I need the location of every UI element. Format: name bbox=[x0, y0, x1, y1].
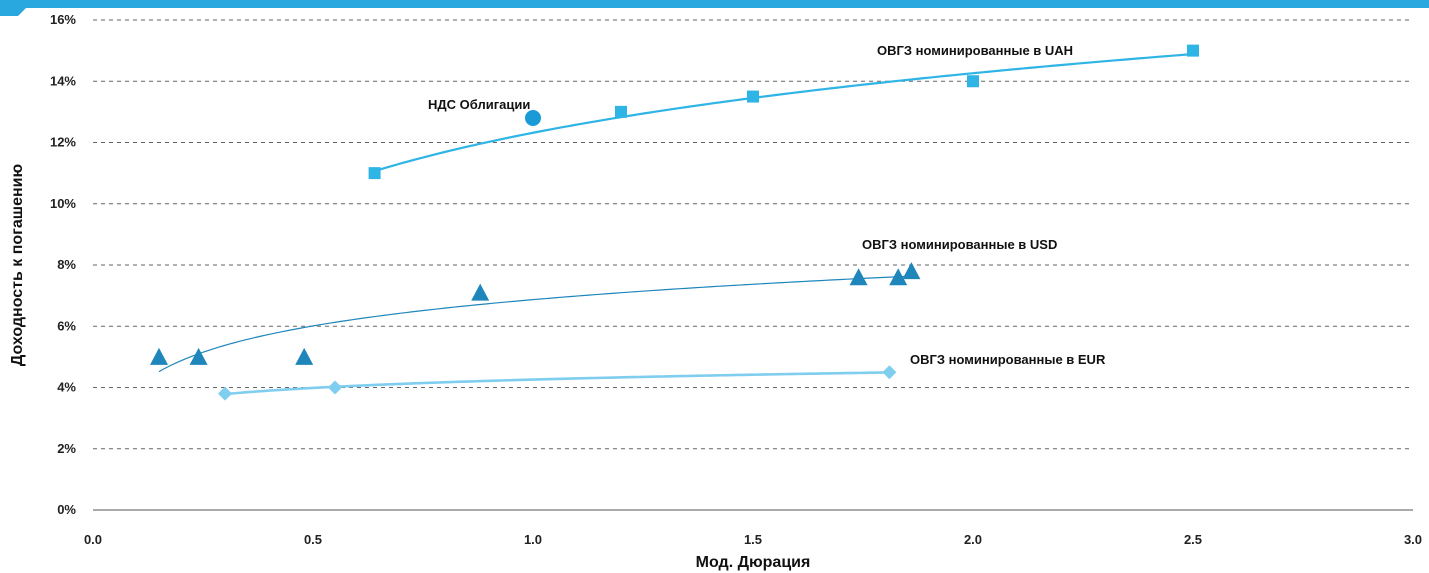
data-point-triangle bbox=[902, 262, 921, 280]
data-point-triangle bbox=[189, 347, 208, 365]
x-tick-labels: 0.0 0.5 1.0 1.5 2.0 2.5 3.0 bbox=[84, 532, 1422, 547]
data-point-square bbox=[615, 105, 627, 118]
series-labels: ОВГЗ номинированные в UAH НДС Облигации ОВ… bbox=[428, 43, 1106, 367]
series-label: ОВГЗ номинированные в USD bbox=[862, 237, 1057, 252]
y-tick-label: 10% bbox=[50, 196, 76, 211]
y-tick-label: 8% bbox=[57, 257, 76, 272]
y-axis-title: Доходность к погашению bbox=[9, 164, 26, 367]
data-point-square bbox=[747, 90, 759, 103]
trend-line bbox=[374, 52, 1194, 173]
trend-line bbox=[224, 371, 890, 396]
data-markers bbox=[150, 44, 1199, 401]
y-tick-labels: 0% 2% 4% 6% 8% 10% 12% 14% 16% bbox=[50, 12, 76, 517]
data-point-square bbox=[1187, 44, 1199, 57]
series-label: ОВГЗ номинированные в UAH bbox=[877, 43, 1073, 58]
data-point-diamond bbox=[882, 365, 897, 380]
top-accent-stripe bbox=[0, 0, 1429, 8]
y-tick-label: 2% bbox=[57, 441, 76, 456]
series-label: НДС Облигации bbox=[428, 97, 530, 112]
data-point-square bbox=[368, 167, 381, 180]
trend-lines bbox=[158, 52, 1194, 396]
x-tick-label: 1.0 bbox=[524, 532, 542, 547]
top-accent-corner bbox=[0, 8, 26, 16]
series-label: ОВГЗ номинированные в EUR bbox=[910, 352, 1106, 367]
x-tick-label: 0.5 bbox=[304, 532, 322, 547]
y-tick-label: 4% bbox=[57, 380, 76, 395]
data-point-triangle bbox=[849, 268, 868, 286]
trend-line bbox=[158, 275, 912, 373]
x-tick-label: 0.0 bbox=[84, 532, 102, 547]
x-tick-label: 2.0 bbox=[964, 532, 982, 547]
x-tick-label: 1.5 bbox=[744, 532, 762, 547]
y-tick-label: 0% bbox=[57, 502, 76, 517]
y-tick-label: 14% bbox=[50, 73, 76, 88]
y-tick-label: 6% bbox=[57, 318, 76, 333]
data-point-circle bbox=[525, 110, 541, 126]
data-point-diamond bbox=[218, 386, 232, 401]
data-point-triangle bbox=[150, 347, 168, 365]
data-point-triangle bbox=[295, 347, 314, 365]
x-tick-label: 2.5 bbox=[1184, 532, 1202, 547]
data-point-triangle bbox=[889, 268, 908, 286]
y-tick-label: 16% bbox=[50, 12, 76, 27]
x-tick-label: 3.0 bbox=[1404, 532, 1422, 547]
data-point-triangle bbox=[471, 283, 490, 301]
data-point-diamond bbox=[328, 380, 342, 395]
y-tick-label: 12% bbox=[50, 135, 76, 150]
x-axis-title: Мод. Дюрация bbox=[696, 554, 811, 571]
data-point-square bbox=[967, 75, 979, 88]
